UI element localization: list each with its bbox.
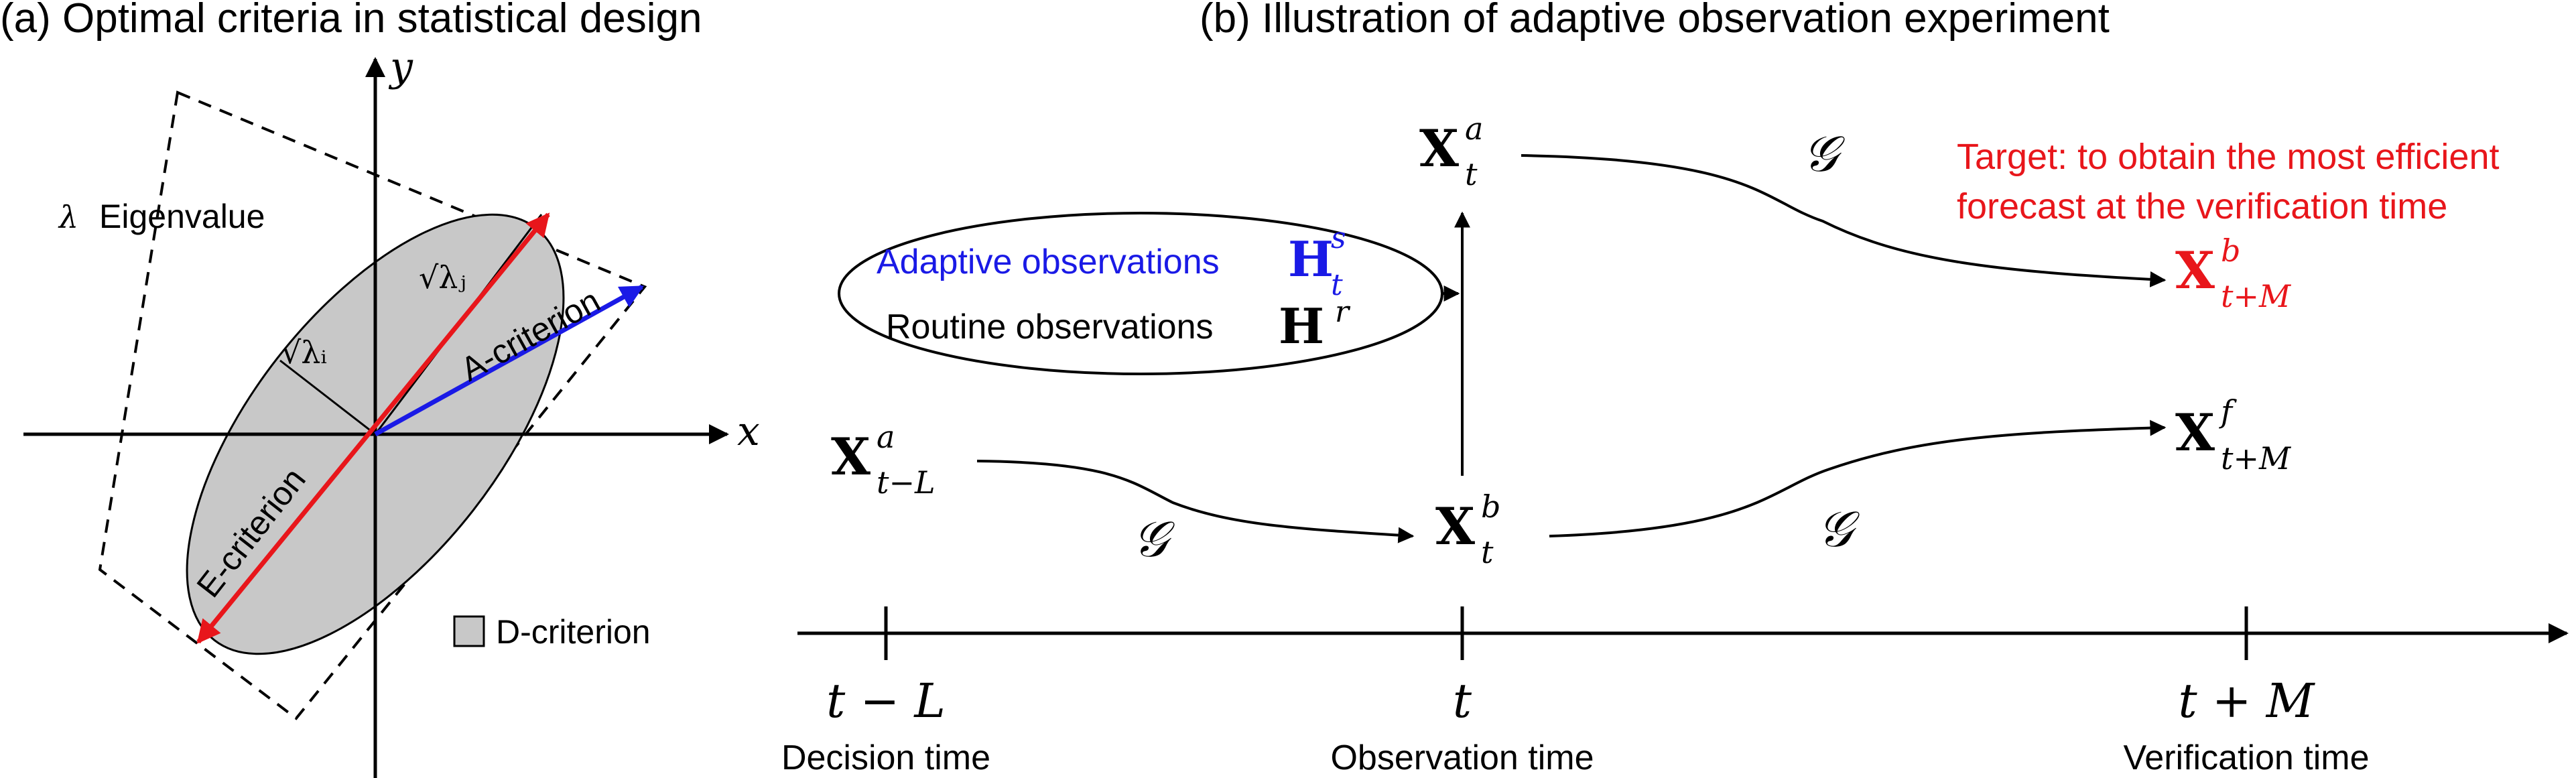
svg-text:X: X <box>1419 119 1459 178</box>
x-t-analysis: X a t <box>1419 111 1483 192</box>
svg-text:r: r <box>1335 295 1351 329</box>
svg-text:Routine observations: Routine observations <box>886 308 1214 346</box>
model-operator-top: 𝒢 <box>1803 125 1846 183</box>
tick-label-verification: t + M <box>2179 673 2316 728</box>
x-axis-label: x <box>737 408 760 455</box>
svg-text:t: t <box>1465 156 1478 192</box>
svg-text:f: f <box>2219 393 2237 430</box>
sqrt-lambda-j-label: √λⱼ <box>419 259 466 296</box>
svg-text:X: X <box>2175 241 2215 300</box>
svg-text:X: X <box>2175 403 2215 462</box>
svg-text:t−L: t−L <box>877 464 936 501</box>
y-axis-label: y <box>388 44 413 90</box>
svg-text:t: t <box>1481 534 1494 570</box>
sqrt-lambda-i-label: √λᵢ <box>281 334 327 371</box>
eigenvalue-label: Eigenvalue <box>99 198 265 235</box>
decision-time-label: Decision time <box>781 738 990 777</box>
svg-text:X: X <box>1435 497 1475 556</box>
model-operator-right: 𝒢 <box>1817 501 1860 558</box>
routine-observations: Routine observations H r <box>886 295 1351 354</box>
d-criterion-box <box>98 90 647 720</box>
svg-text:b: b <box>2221 233 2240 269</box>
lambda-symbol: λ <box>58 199 78 235</box>
panel-a-title: (a) Optimal criteria in statistical desi… <box>0 0 702 42</box>
x-decision-analysis: X a t−L <box>831 419 936 501</box>
x-verification-background: X b t+M <box>2175 233 2292 314</box>
d-criterion-label: D-criterion <box>496 613 651 651</box>
svg-text:Adaptive observations: Adaptive observations <box>877 243 1220 281</box>
x-t-background: X b t <box>1435 489 1500 570</box>
target-line-1: Target: to obtain the most efficient <box>1957 137 2499 177</box>
tick-label-observation: t <box>1453 673 1472 728</box>
curve-top <box>1521 154 2167 287</box>
observation-time-label: Observation time <box>1330 738 1594 777</box>
panel-a: (a) Optimal criteria in statistical desi… <box>0 0 760 778</box>
svg-text:s: s <box>1331 221 1346 255</box>
svg-text:a: a <box>1465 111 1483 147</box>
svg-text:t: t <box>1331 268 1343 302</box>
d-criterion-swatch <box>453 615 485 647</box>
svg-text:H: H <box>1288 231 1334 287</box>
target-line-2: forecast at the verification time <box>1957 186 2447 226</box>
verification-time-label: Verification time <box>2123 738 2369 777</box>
svg-text:b: b <box>1481 489 1500 525</box>
e-criterion-arrow <box>196 212 550 644</box>
model-operator-left: 𝒢 <box>1133 511 1175 568</box>
x-verification-forecast: X f t+M <box>2175 393 2292 476</box>
curve-right <box>1549 419 2167 537</box>
svg-text:X: X <box>831 427 871 487</box>
tick-label-decision: t − L <box>826 673 946 728</box>
adaptive-observations: Adaptive observations H s t <box>877 221 1346 302</box>
panel-b: (b) Illustration of adaptive observation… <box>781 0 2569 777</box>
svg-text:H: H <box>1279 298 1324 354</box>
svg-text:t+M: t+M <box>2221 440 2292 476</box>
curve-left <box>976 460 1415 543</box>
svg-text:t+M: t+M <box>2221 278 2292 314</box>
panel-b-title: (b) Illustration of adaptive observation… <box>1200 0 2110 42</box>
observations-ellipse <box>838 212 1443 375</box>
svg-text:a: a <box>877 419 895 455</box>
